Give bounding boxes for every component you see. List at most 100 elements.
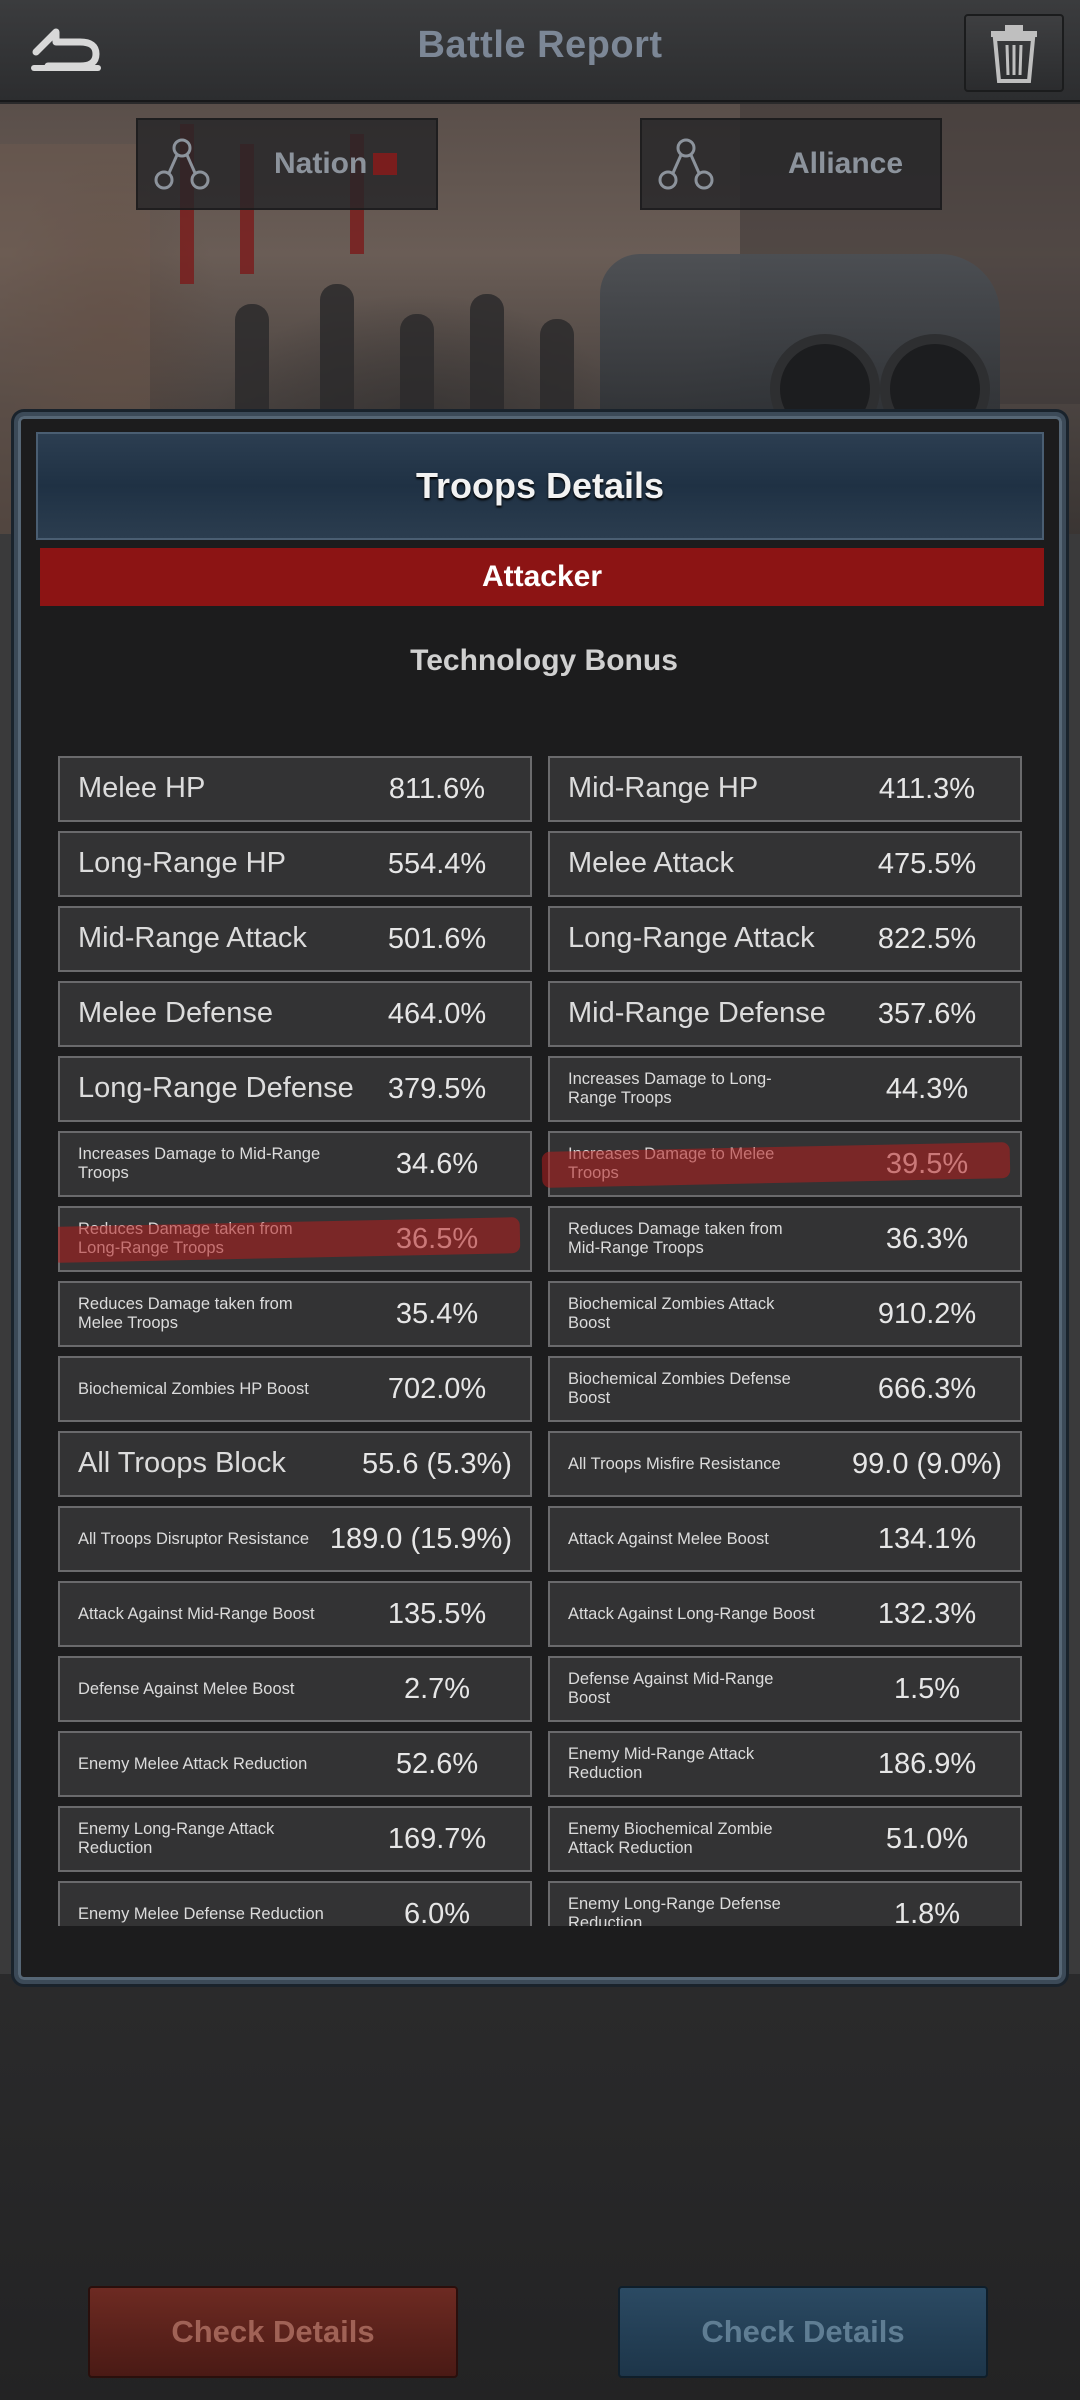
check-details-attacker-button[interactable]: Check Details [88, 2286, 458, 2378]
stat-value: 134.1% [877, 1522, 977, 1555]
scene-soldier [235, 304, 269, 424]
stat-cell: Increases Damage to Mid-Range Troops 34.6… [58, 1131, 532, 1197]
stat-cell: All Troops Disruptor Resistance 189.0 (15… [58, 1506, 532, 1572]
trash-icon [991, 25, 1037, 83]
stat-value: 39.5% [885, 1147, 969, 1180]
stat-name: Long-Range HP [78, 847, 286, 880]
stat-value: 6.0% [403, 1897, 471, 1927]
stats-scroll-area[interactable]: Melee HP 811.6% Mid-Range HP 411.3% Long-Ran… [58, 756, 1042, 1926]
scene-soldier [320, 284, 354, 434]
stat-name: Increases Damage to Long-Range Troops [568, 1070, 772, 1107]
stat-value: 36.5% [395, 1222, 479, 1255]
stat-cell: Increases Damage to Long-Range Troops 44.… [548, 1056, 1022, 1122]
tab-alliance-label: Alliance [788, 147, 904, 180]
stat-name: Mid-Range Attack [78, 922, 307, 955]
stat-cell: Reduces Damage taken from Mid-Range Troo… [548, 1206, 1022, 1272]
stat-cell: Attack Against Long-Range Boost 132.3% [548, 1581, 1022, 1647]
stat-cell: Mid-Range HP 411.3% [548, 756, 1022, 822]
stat-cell: Biochemical Zombies Defense Boost 666.3% [548, 1356, 1022, 1422]
stat-cell: Long-Range Attack 822.5% [548, 906, 1022, 972]
stat-value: 36.3% [885, 1222, 969, 1255]
stat-name: Enemy Melee Attack Reduction [78, 1754, 308, 1773]
stat-name: Defense Against Mid-Range Boost [568, 1670, 774, 1707]
stat-name: Melee Defense [78, 997, 274, 1030]
stat-value: 666.3% [877, 1372, 977, 1405]
stat-name: Increases Damage to Melee Troops [568, 1145, 775, 1182]
stat-name: Melee HP [78, 772, 206, 805]
stat-name: Mid-Range HP [568, 772, 759, 805]
stat-cell: Enemy Melee Defense Reduction 6.0% [58, 1881, 532, 1926]
nation-flag-icon [373, 153, 398, 175]
stat-value: 910.2% [877, 1297, 977, 1330]
stat-name: Long-Range Defense [78, 1072, 354, 1105]
stat-value: 51.0% [885, 1822, 969, 1855]
stat-value: 811.6% [388, 772, 486, 805]
stat-value: 44.3% [885, 1072, 969, 1105]
stat-cell: Increases Damage to Melee Troops 39.5% [541, 1131, 1022, 1197]
stat-name: Enemy Melee Defense Reduction [78, 1904, 324, 1923]
network-icon [154, 138, 210, 190]
stat-value: 189.0 (15.9%) [329, 1522, 512, 1555]
stat-name: Reduces Damage taken from Melee Troops [78, 1295, 293, 1332]
check-details-defender-button[interactable]: Check Details [618, 2286, 988, 2378]
stat-value: 357.6% [877, 997, 977, 1030]
stat-value: 99.0 (9.0%) [852, 1447, 1002, 1480]
stat-value: 475.5% [877, 847, 977, 880]
stat-value: 35.4% [395, 1297, 479, 1330]
stat-cell: Long-Range Defense 379.5% [58, 1056, 532, 1122]
battle-scene-banner: Nation Alliance [0, 104, 1080, 534]
attacker-label: Attacker [481, 560, 603, 593]
tab-nation-label: Nation [274, 147, 368, 180]
stat-cell: Reduces Damage taken from Long-Range Tro… [58, 1206, 532, 1272]
stat-value: 55.6 (5.3%) [362, 1447, 512, 1480]
back-arrow-icon [31, 28, 101, 71]
stat-cell: Defense Against Mid-Range Boost 1.5% [548, 1656, 1022, 1722]
stat-name: Mid-Range Defense [568, 997, 826, 1030]
stat-value: 702.0% [387, 1372, 487, 1405]
tab-nation[interactable]: Nation [136, 118, 438, 210]
stat-value: 52.6% [395, 1747, 479, 1780]
stat-name: Reduces Damage taken from Long-Range Tro… [78, 1220, 293, 1257]
check-details-label: Check Details [701, 2314, 905, 2349]
stat-name: Enemy Mid-Range Attack Reduction [568, 1745, 755, 1782]
stat-cell: All Troops Block 55.6 (5.3%) [58, 1431, 532, 1497]
network-icon [658, 138, 714, 190]
stat-cell: Melee Attack 475.5% [548, 831, 1022, 897]
stat-name: Biochemical Zombies HP Boost [78, 1379, 309, 1398]
stat-cell: Enemy Biochemical Zombie Attack Reductio… [548, 1806, 1022, 1872]
stat-cell: Melee Defense 464.0% [58, 981, 532, 1047]
stat-value: 169.7% [387, 1822, 487, 1855]
stat-name: Melee Attack [568, 847, 735, 880]
stat-cell: Defense Against Melee Boost 2.7% [58, 1656, 532, 1722]
stat-cell: Mid-Range Defense 357.6% [548, 981, 1022, 1047]
stat-value: 135.5% [387, 1597, 487, 1630]
stat-value: 501.6% [387, 922, 487, 955]
stat-cell: Biochemical Zombies Attack Boost 910.2% [548, 1281, 1022, 1347]
stat-name: All Troops Misfire Resistance [568, 1454, 781, 1473]
stat-cell: Enemy Melee Attack Reduction 52.6% [58, 1731, 532, 1797]
stat-cell: Enemy Mid-Range Attack Reduction 186.9% [548, 1731, 1022, 1797]
stat-value: 379.5% [387, 1072, 487, 1105]
stat-name: Long-Range Attack [568, 922, 815, 955]
check-details-label: Check Details [171, 2314, 375, 2349]
stats-grid: Melee HP 811.6% Mid-Range HP 411.3% Long-Ran… [58, 756, 1042, 1926]
stat-cell: Melee HP 811.6% [58, 756, 532, 822]
stat-cell: Reduces Damage taken from Melee Troops 35… [58, 1281, 532, 1347]
section-title: Technology Bonus [410, 644, 678, 677]
stat-value: 554.4% [387, 847, 487, 880]
stat-value: 411.3% [878, 772, 976, 805]
top-bar: Battle Report [0, 0, 1080, 102]
stat-cell: Mid-Range Attack 501.6% [58, 906, 532, 972]
stat-value: 1.8% [893, 1897, 961, 1927]
stat-cell: Attack Against Melee Boost 134.1% [548, 1506, 1022, 1572]
modal-title: Troops Details [415, 465, 665, 506]
tab-alliance[interactable]: Alliance [640, 118, 942, 210]
stat-name: Attack Against Long-Range Boost [568, 1604, 815, 1623]
back-button[interactable] [28, 18, 104, 78]
scene-soldier [470, 294, 504, 434]
stat-value: 186.9% [877, 1747, 977, 1780]
stat-name: Biochemical Zombies Defense Boost [568, 1370, 791, 1407]
attacker-bar: Attacker [40, 548, 1044, 606]
delete-button[interactable] [964, 14, 1064, 92]
stat-name: All Troops Disruptor Resistance [78, 1529, 310, 1548]
